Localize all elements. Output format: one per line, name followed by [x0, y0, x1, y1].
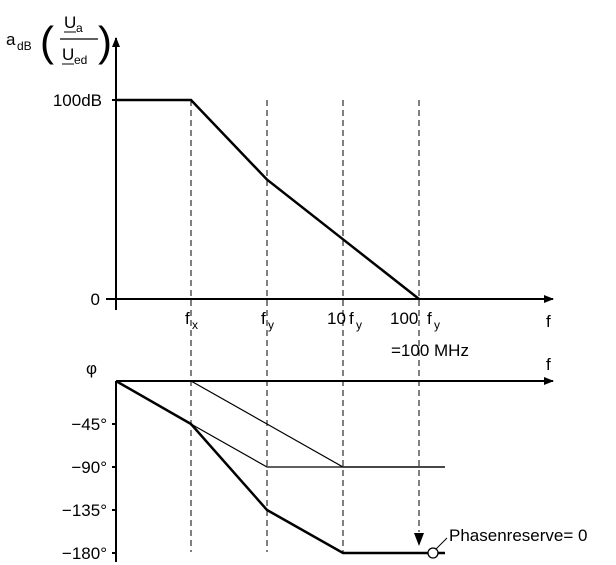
phase-tick-label-135: −135°	[62, 501, 107, 520]
x-tick-label-100fy: 100 f y	[390, 309, 440, 332]
x-tick-100fy-sub: y	[434, 318, 440, 332]
x-tick-label-10fy: 10 f y	[327, 309, 362, 332]
ylabel-prefix: a	[6, 30, 16, 49]
ylabel-open-paren: (	[40, 18, 54, 65]
phase-reserve-arrowhead	[414, 533, 424, 546]
phase-reserve-leader	[435, 537, 448, 550]
x-tick-label-fy: f y	[261, 309, 274, 332]
phase-curve-pole-1	[115, 380, 445, 468]
x-tick-fx-main: f	[185, 309, 190, 328]
x-tick-100fy-main: f	[427, 309, 432, 328]
phase-tick-label-90: −90°	[71, 458, 107, 477]
x-note-100mhz: =100 MHz	[391, 341, 469, 360]
phase-reserve-label: Phasenreserve= 0	[449, 526, 587, 545]
x-tick-fy-main: f	[261, 309, 266, 328]
phase-tick-label-180: −180°	[62, 544, 107, 563]
ylabel-den-main: U	[62, 45, 74, 64]
ylabel-num-sub: a	[76, 21, 83, 35]
phase-ylabel: φ	[86, 359, 97, 378]
ylabel-close-paren: )	[98, 18, 112, 65]
phase-curve-pole-2	[190, 380, 445, 468]
x-tick-fy-sub: y	[268, 318, 274, 332]
ylabel-den-sub: ed	[74, 53, 87, 67]
x-tick-fx-sub: x	[192, 318, 198, 332]
x-tick-label-fx: f x	[185, 309, 198, 332]
x-tick-10fy-prefix: 10	[327, 309, 346, 328]
y-tick-label-100db: 100dB	[53, 91, 102, 110]
x-tick-10fy-sub: y	[356, 318, 362, 332]
y-tick-label-0: 0	[91, 290, 100, 309]
phase-reserve-marker	[427, 547, 439, 559]
phase-tick-label-45: −45°	[71, 415, 107, 434]
phase-x-label: f	[546, 355, 551, 374]
x-tick-10fy-main: f	[349, 309, 354, 328]
ylabel-num-main: U	[64, 13, 76, 32]
ylabel-prefix-sub: dB	[17, 39, 32, 53]
amplitude-y-label: a dB ( U a U ed )	[6, 13, 112, 67]
amplitude-curve	[116, 98, 420, 300]
x-tick-100fy-prefix: 100	[390, 309, 418, 328]
amplitude-plot: 100dB 0 a dB ( U a U ed ) f f x f y 10	[6, 13, 554, 552]
phase-plot: φ −45° −90° −135° −180° f Phasenreserve=…	[62, 355, 588, 563]
amplitude-x-label: f	[546, 312, 551, 331]
